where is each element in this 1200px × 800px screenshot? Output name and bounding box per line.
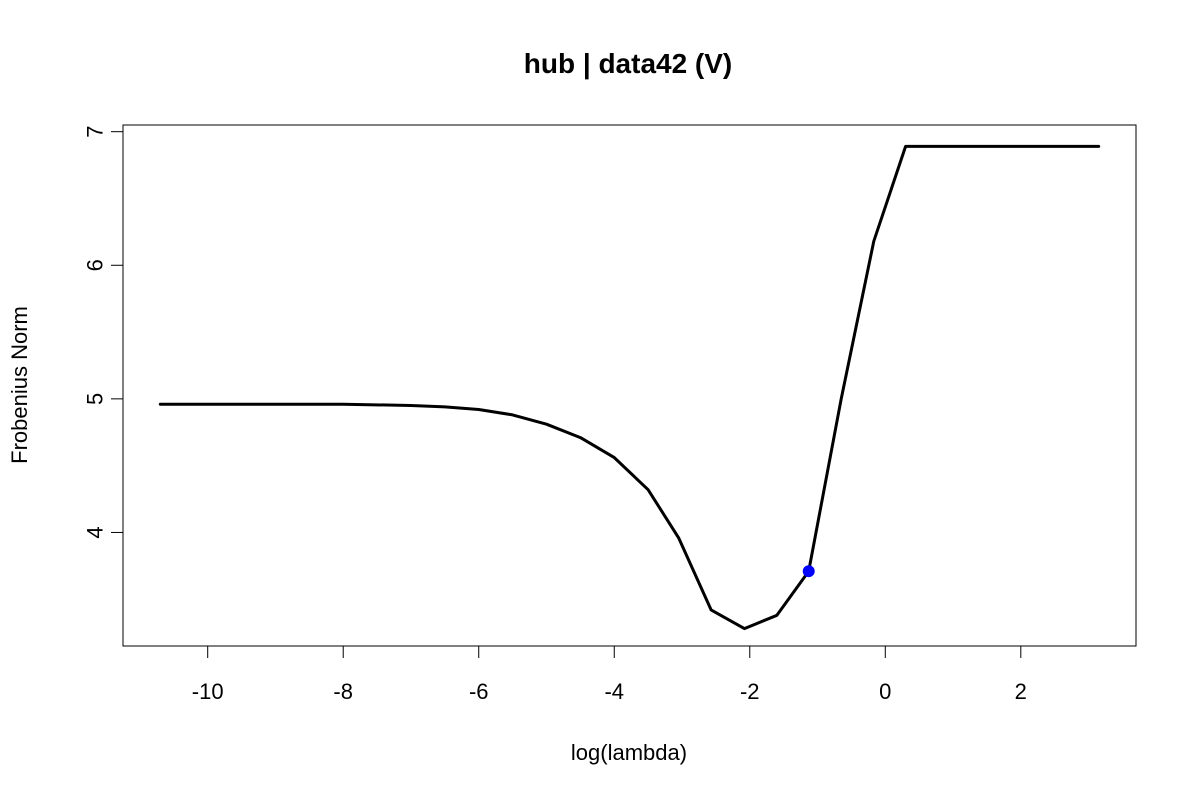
chart-title: hub | data42 (V) [524,48,733,79]
y-tick-label: 5 [83,393,108,405]
highlight-point [802,565,815,578]
x-axis-label: log(lambda) [571,740,687,765]
y-tick-label: 4 [83,526,108,538]
x-tick-label: -10 [192,679,224,704]
x-tick-label: -2 [740,679,760,704]
x-tick-label: 2 [1015,679,1027,704]
y-tick-label: 6 [83,259,108,271]
y-tick-label: 7 [83,126,108,138]
x-tick-label: -8 [333,679,353,704]
x-axis: -10 -8 -6 -4 -2 0 2 [192,645,1027,704]
y-axis: 4 5 6 7 [83,126,124,539]
series-layer [158,144,1101,631]
x-tick-label: -6 [469,679,489,704]
y-axis-label: Frobenius Norm [7,306,32,464]
plot-frame [122,124,1137,647]
x-tick-label: 0 [879,679,891,704]
series-line [158,144,1101,631]
x-tick-label: -4 [604,679,624,704]
